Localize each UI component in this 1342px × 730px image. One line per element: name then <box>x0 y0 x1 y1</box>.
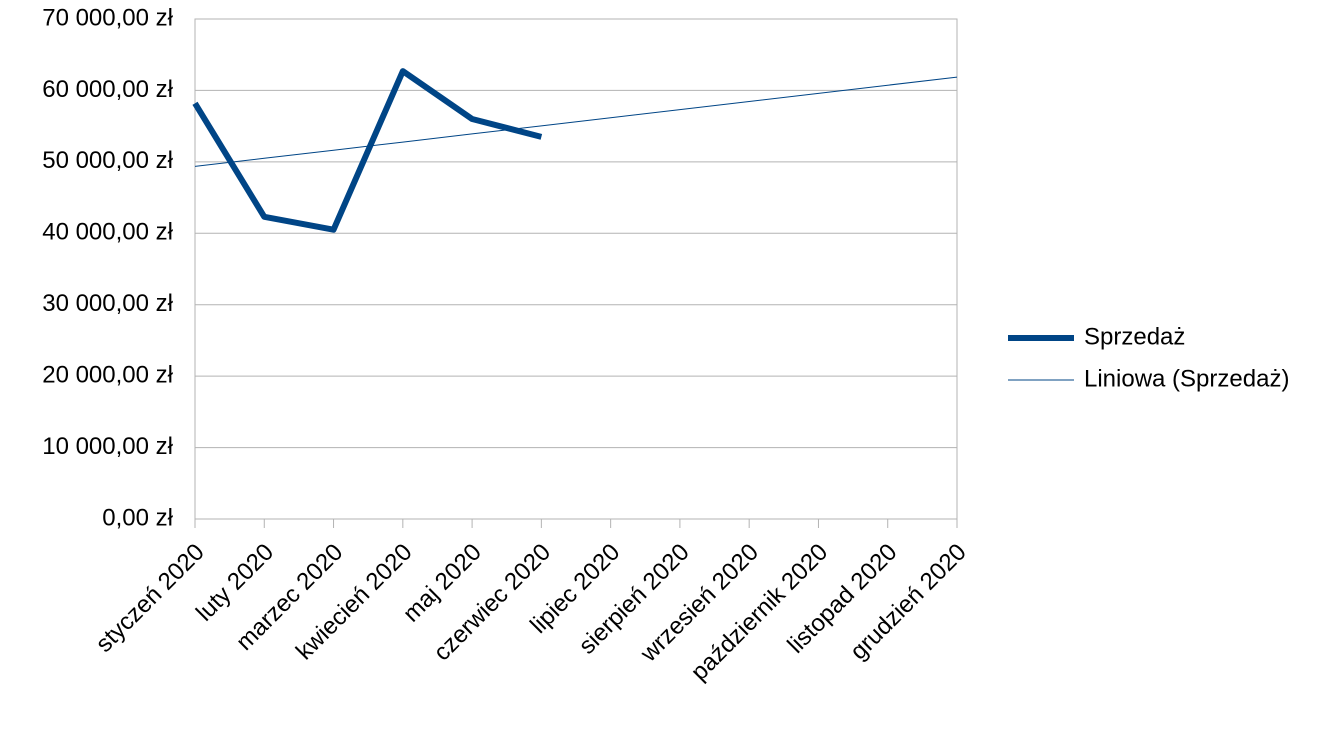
y-tick-label: 20 000,00 zł <box>42 361 173 388</box>
data-line <box>192 68 543 233</box>
y-tick-label: 0,00 zł <box>102 504 173 531</box>
y-tick-label: 30 000,00 zł <box>42 290 173 317</box>
y-tick-label: 40 000,00 zł <box>42 219 173 246</box>
y-tick-label: 60 000,00 zł <box>42 76 173 103</box>
legend-label: Liniowa (Sprzedaż) <box>1084 365 1289 392</box>
x-tick-label: styczeń 2020 <box>91 539 210 658</box>
y-tick-label: 10 000,00 zł <box>42 433 173 460</box>
y-tick-label: 50 000,00 zł <box>42 147 173 174</box>
plot-area <box>194 18 958 520</box>
legend-label: Sprzedaż <box>1084 323 1185 350</box>
x-tick-label: wrzesień 2020 <box>635 539 764 668</box>
y-tick-label: 70 000,00 zł <box>42 4 173 31</box>
trend-line <box>194 76 958 167</box>
